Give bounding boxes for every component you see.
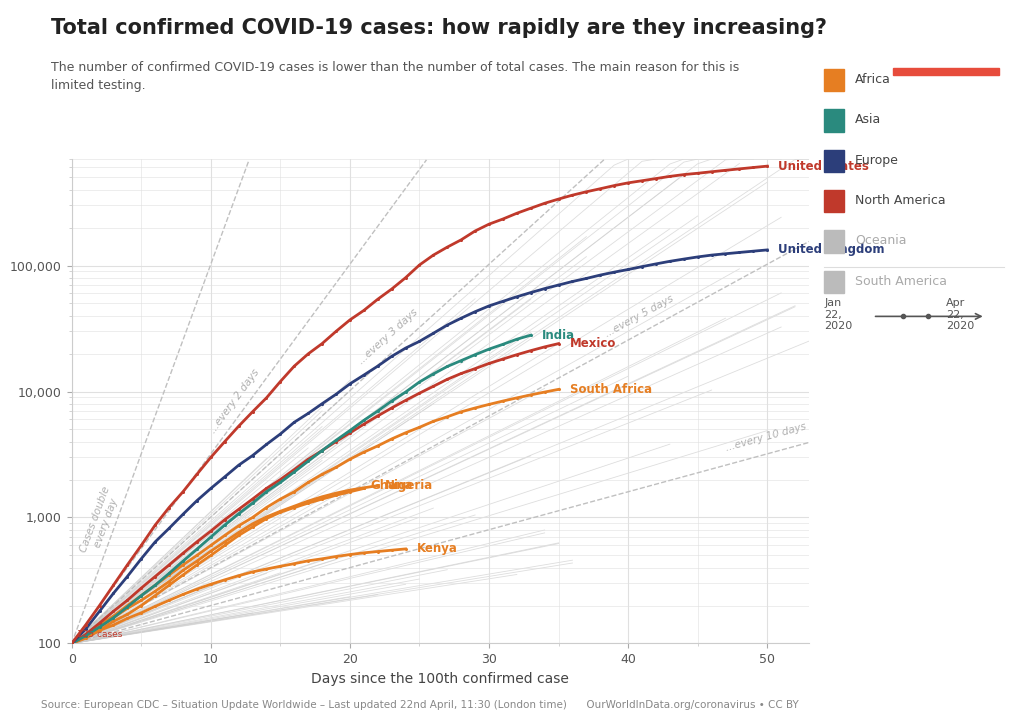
Text: ...every 3 days: ...every 3 days	[356, 307, 420, 367]
Bar	[824, 231, 844, 252]
Text: Africa: Africa	[855, 73, 891, 86]
Text: ...every 5 days: ...every 5 days	[603, 293, 676, 338]
Text: in Data: in Data	[923, 53, 970, 66]
Text: ...every 2 days: ...every 2 days	[208, 367, 261, 435]
Bar	[893, 68, 999, 74]
Bar	[824, 69, 844, 91]
Text: Our World: Our World	[912, 32, 980, 45]
Bar	[824, 150, 844, 172]
Text: India: India	[542, 329, 575, 342]
Text: Europe: Europe	[855, 154, 899, 167]
Text: 125 cases: 125 cases	[77, 630, 123, 639]
Text: Oceania: Oceania	[855, 234, 906, 247]
Text: Nigeria: Nigeria	[385, 479, 433, 492]
Text: Source: European CDC – Situation Update Worldwide – Last updated 22nd April, 11:: Source: European CDC – Situation Update …	[41, 700, 799, 710]
Bar	[824, 271, 844, 293]
Text: Kenya: Kenya	[417, 542, 458, 555]
Text: South America: South America	[855, 275, 947, 288]
Text: Jan
22,
2020: Jan 22, 2020	[824, 298, 853, 331]
Text: Asia: Asia	[855, 114, 881, 127]
Text: United Kingdom: United Kingdom	[778, 244, 885, 257]
Bar	[824, 109, 844, 132]
Text: South Africa: South Africa	[569, 383, 652, 396]
Text: Apr
22,
2020: Apr 22, 2020	[946, 298, 975, 331]
Text: The number of confirmed COVID-19 cases is lower than the number of total cases. : The number of confirmed COVID-19 cases i…	[51, 61, 739, 93]
X-axis label: Days since the 100th confirmed case: Days since the 100th confirmed case	[311, 672, 569, 685]
Text: Ghana: Ghana	[371, 479, 414, 492]
Text: United States: United States	[778, 160, 869, 173]
Text: ...every 10 days: ...every 10 days	[724, 421, 807, 453]
Bar	[824, 190, 844, 213]
Text: Total confirmed COVID-19 cases: how rapidly are they increasing?: Total confirmed COVID-19 cases: how rapi…	[51, 18, 827, 38]
Text: North America: North America	[855, 194, 945, 207]
Text: Cases double
every day: Cases double every day	[79, 485, 123, 557]
Text: Mexico: Mexico	[569, 337, 616, 350]
